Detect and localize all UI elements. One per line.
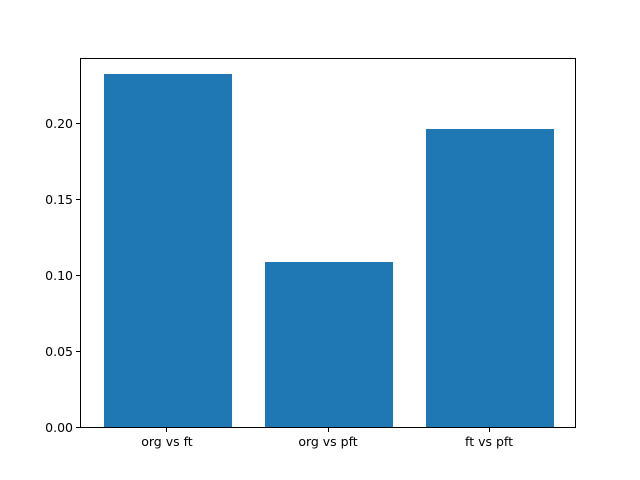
x-tick-label: org vs ft [141, 433, 193, 449]
bar-org-vs-pft [264, 262, 394, 427]
y-tick-label: 0.00 [45, 419, 73, 435]
y-tick-mark [76, 275, 80, 277]
bar-org-vs-ft [103, 74, 233, 427]
x-tick-mark [488, 427, 490, 432]
y-tick-label: 0.15 [45, 191, 73, 207]
y-tick-label: 0.20 [45, 115, 73, 131]
x-tick-mark [166, 427, 168, 432]
x-tick-mark [327, 427, 329, 432]
x-tick-label: org vs pft [298, 433, 358, 449]
y-tick-mark [76, 351, 80, 353]
y-tick-label: 0.05 [45, 343, 73, 359]
bar-ft-vs-pft [425, 128, 555, 427]
y-tick-mark [76, 123, 80, 125]
y-tick-label: 0.10 [45, 267, 73, 283]
y-tick-mark [76, 199, 80, 201]
y-tick-mark [76, 427, 80, 428]
x-tick-label: ft vs pft [465, 433, 514, 449]
plot-area [80, 57, 576, 428]
